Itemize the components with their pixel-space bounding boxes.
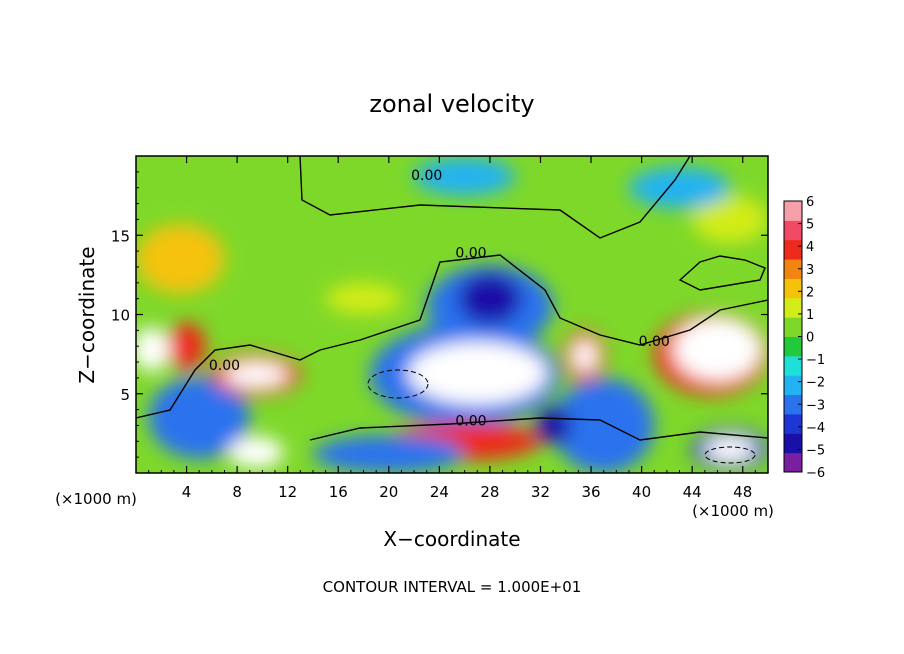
velocity-region: [325, 282, 402, 315]
velocity-region: [136, 224, 225, 294]
contour-label: 0.00: [411, 168, 442, 184]
mid-zero-contour: [319, 254, 768, 351]
y-tick-label: 10: [111, 307, 130, 325]
velocity-region: [148, 376, 250, 459]
colorbar: −6 −5 −4 −3 −2 −1 0 1 2 3 4 5 6: [783, 195, 825, 481]
velocity-region: [704, 436, 756, 462]
velocity-region: [136, 327, 171, 372]
y-tick-label: 15: [111, 227, 130, 245]
x-tick-label: 16: [329, 483, 348, 501]
velocity-region: [535, 406, 571, 445]
contour-label: 0.00: [455, 245, 486, 261]
velocity-region: [673, 317, 762, 382]
colorbar-swatch: [784, 452, 802, 473]
negative-contours: [367, 369, 756, 464]
x-tick-label: 40: [632, 483, 651, 501]
velocity-region: [167, 322, 206, 370]
velocity-region: [228, 436, 284, 469]
y-axis-label: Z−coordinate: [75, 246, 99, 383]
colorbar-label: 3: [806, 263, 814, 278]
colorbar-label: 4: [806, 240, 814, 255]
x-tick-label: 36: [581, 483, 600, 501]
contour-label: 0.00: [209, 358, 240, 374]
x-tick-label: 12: [278, 483, 297, 501]
colorbar-swatch: [784, 317, 802, 337]
chart-title: zonal velocity: [369, 90, 534, 118]
zero-contours: [136, 156, 768, 441]
colorbar-label: 0: [806, 331, 814, 346]
velocity-region: [692, 195, 768, 244]
low-zero-contour: [309, 417, 768, 441]
colorbar-swatch: [784, 259, 802, 279]
colorbar-swatch: [784, 201, 802, 221]
contour-labels: 0.00 0.00 0.00 0.00 0.00: [209, 168, 670, 430]
colorbar-swatch: [784, 375, 802, 396]
velocity-field: [136, 157, 768, 473]
velocity-region: [553, 377, 655, 473]
colorbar-label: 6: [806, 195, 814, 210]
colorbar-label: −5: [806, 443, 825, 458]
colorbar-swatch: [784, 278, 802, 299]
dashed-contour: [704, 446, 756, 464]
colorbar-label: 1: [806, 308, 814, 323]
colorbar-swatch: [784, 336, 802, 357]
colorbar-swatch: [784, 394, 802, 415]
plot-area: 0.000.000.000.000.00 4 8 12 16 20 24 28 32 36 40 4…: [111, 155, 769, 501]
velocity-region: [224, 362, 288, 388]
x-tick-label: 28: [480, 483, 499, 501]
y-tick-label: 5: [120, 386, 130, 404]
colorbar-label: −2: [806, 376, 825, 391]
velocity-region: [312, 434, 465, 473]
velocity-region: [407, 341, 547, 405]
velocity-region: [572, 339, 598, 372]
contour-label: 0.00: [455, 413, 486, 429]
colorbar-swatch: [784, 220, 802, 241]
velocity-region: [458, 273, 522, 325]
box-outline-contour: [678, 255, 766, 291]
colorbar-swatch: [784, 239, 802, 260]
colorbar-label: −4: [806, 421, 825, 436]
colorbar-swatch: [784, 413, 802, 434]
colorbar-swatch: [784, 297, 802, 318]
dashed-contour: [367, 369, 429, 399]
left-zero-contour: [136, 344, 321, 419]
contour-interval-note: CONTOUR INTERVAL = 1.000E+01: [323, 578, 582, 596]
x-unit-right: (×1000 m): [692, 502, 774, 520]
colorbar-swatch: [784, 433, 802, 454]
colorbar-label: −3: [806, 398, 825, 413]
x-axis-label: X−coordinate: [383, 527, 520, 551]
velocity-region: [628, 167, 731, 209]
x-unit-left: (×1000 m): [55, 490, 137, 508]
colorbar-label: −1: [806, 353, 825, 368]
colorbar-label: −6: [806, 466, 825, 481]
x-tick-label: 20: [379, 483, 398, 501]
upper-zero-contour: [299, 156, 691, 239]
x-tick-label: 4: [182, 483, 192, 501]
contour-label: 0.00: [639, 334, 670, 350]
x-tick-label: 32: [531, 483, 550, 501]
x-tick-label: 44: [683, 483, 702, 501]
x-tick-label: 48: [733, 483, 752, 501]
colorbar-label: 5: [806, 218, 814, 233]
colorbar-label: 2: [806, 285, 814, 300]
velocity-region: [414, 157, 516, 196]
x-tick-label: 24: [430, 483, 449, 501]
x-tick-label: 8: [232, 483, 242, 501]
colorbar-swatch: [784, 355, 802, 376]
